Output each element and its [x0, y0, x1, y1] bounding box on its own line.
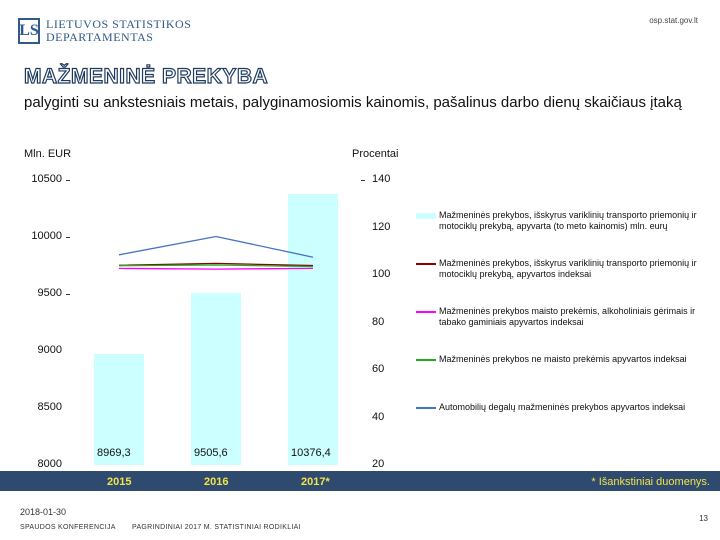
right-axis-tick [361, 180, 365, 181]
legend-label: Mažmeninės prekybos, išskyrus variklinių… [439, 258, 697, 279]
bar [94, 354, 144, 465]
series-line [118, 262, 314, 267]
series-line [118, 235, 314, 258]
legend-label: Mažmeninės prekybos, išskyrus variklinių… [439, 210, 697, 231]
logo-mark: LS [18, 18, 40, 44]
page-number: 13 [699, 514, 708, 523]
left-axis-tick-label: 8000 [37, 458, 62, 470]
slide-subtitle: palyginti su ankstesniais metais, palygi… [24, 94, 682, 111]
site-url[interactable]: osp.stat.gov.lt [649, 16, 698, 25]
right-axis-tick-label: 80 [372, 315, 385, 328]
right-axis-tick-label: 100 [372, 268, 391, 280]
legend-swatch [416, 213, 436, 219]
legend-swatch [416, 359, 436, 361]
logo-line-2: DEPARTAMENTAS [46, 30, 154, 44]
footer-date: 2018-01-30 [20, 507, 67, 517]
legend-item: Mažmeninės prekybos, išskyrus variklinių… [416, 258, 701, 306]
right-axis-unit: Procentai [352, 148, 399, 160]
legend-label: Mažmeninės prekybos maisto prekėmis, alk… [439, 306, 696, 327]
footer-topic: PAGRINDINIAI 2017 M. STATISTINIAI RODIKL… [132, 524, 301, 531]
category-band [0, 471, 720, 491]
bar-value-label: 9505,6 [194, 447, 228, 459]
logo-line-1: LIETUVOS STATISTIKOS [46, 17, 192, 31]
series-line [118, 267, 314, 270]
logo: LS LIETUVOS STATISTIKOS DEPARTAMENTAS [18, 18, 191, 44]
bar-value-label: 10376,4 [291, 447, 331, 459]
left-axis-tick-label: 10000 [31, 230, 62, 242]
bar [191, 293, 241, 465]
left-axis-tick-label: 9500 [37, 287, 62, 299]
legend-swatch [416, 311, 436, 313]
footer-conference: SPAUDOS KONFERENCIJA [20, 524, 116, 531]
left-axis-tick [66, 180, 70, 181]
bar-value-label: 8969,3 [97, 447, 131, 459]
legend-item: Mažmeninės prekybos maisto prekėmis, alk… [416, 306, 701, 354]
left-axis-tick [66, 237, 70, 238]
right-axis-tick-label: 20 [372, 458, 385, 470]
logo-text: LIETUVOS STATISTIKOS DEPARTAMENTAS [46, 18, 191, 44]
left-axis-tick-label: 10500 [31, 173, 62, 185]
left-axis-tick-label: 9000 [37, 344, 62, 356]
legend-label: Automobilių degalų mažmeninės prekybos a… [439, 402, 686, 412]
bar [288, 194, 338, 465]
legend-item: Automobilių degalų mažmeninės prekybos a… [416, 402, 701, 450]
right-axis-tick-label: 120 [372, 220, 391, 233]
legend-label: Mažmeninės prekybos ne maisto prekėmis a… [439, 354, 687, 364]
legend-swatch [416, 407, 436, 409]
category-label: 2015 [107, 476, 132, 488]
footnote: * Išankstiniai duomenys. [591, 476, 710, 488]
legend-swatch [416, 263, 436, 265]
category-label: 2017* [301, 476, 330, 488]
legend-item: Mažmeninės prekybos, išskyrus variklinių… [416, 210, 701, 258]
right-axis-tick-label: 140 [372, 173, 391, 185]
legend-item: Mažmeninės prekybos ne maisto prekėmis a… [416, 354, 701, 402]
legend: Mažmeninės prekybos, išskyrus variklinių… [416, 210, 701, 450]
right-axis-tick-label: 40 [372, 410, 385, 423]
right-axis-tick-label: 60 [372, 363, 385, 375]
series-line [118, 264, 314, 268]
left-axis-tick [66, 294, 70, 295]
left-axis-unit: Mln. EUR [24, 148, 72, 160]
left-axis-tick-label: 8500 [37, 401, 62, 413]
category-label: 2016 [204, 476, 229, 488]
slide-title: MAŽMENINĖ PREKYBA [23, 64, 269, 88]
